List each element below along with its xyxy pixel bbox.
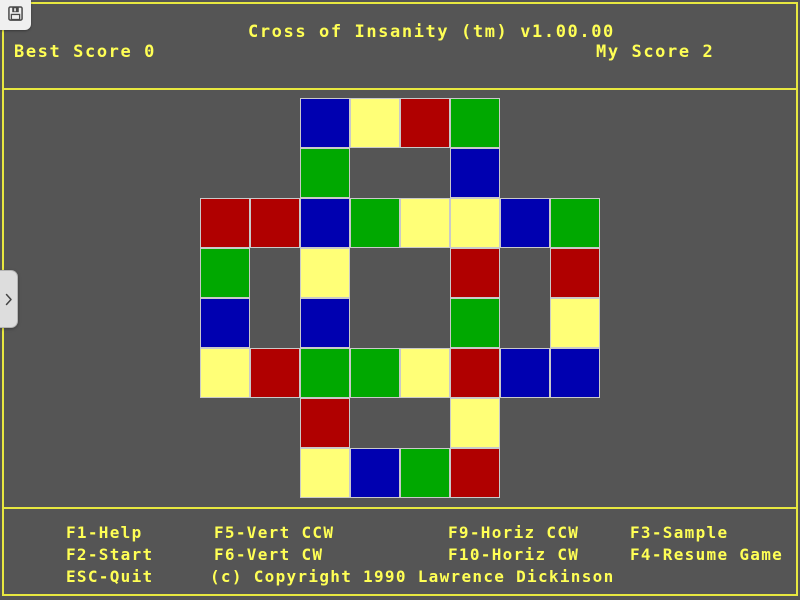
grid-tile[interactable] — [200, 348, 250, 398]
grid-tile[interactable] — [300, 448, 350, 498]
grid-tile[interactable] — [550, 298, 600, 348]
grid-empty-cell — [250, 298, 300, 348]
grid-empty-cell — [200, 98, 250, 148]
chevron-right-icon — [4, 293, 13, 306]
grid-tile[interactable] — [550, 248, 600, 298]
grid-tile[interactable] — [550, 348, 600, 398]
grid-empty-cell — [350, 248, 400, 298]
grid-tile[interactable] — [450, 298, 500, 348]
grid-empty-cell — [550, 98, 600, 148]
frame-border-bottom — [2, 594, 798, 596]
menu-item-f6-vert-cw[interactable]: F6-Vert CW — [214, 545, 324, 564]
grid-empty-cell — [250, 148, 300, 198]
grid-tile[interactable] — [550, 198, 600, 248]
grid-tile[interactable] — [350, 448, 400, 498]
save-button[interactable] — [0, 0, 31, 30]
menu-item-f1-help[interactable]: F1-Help — [66, 523, 143, 542]
grid-empty-cell — [550, 398, 600, 448]
copyright-text: (c) Copyright 1990 Lawrence Dickinson — [210, 567, 615, 586]
grid-tile[interactable] — [450, 148, 500, 198]
grid-empty-cell — [500, 98, 550, 148]
menu-item-f3-sample[interactable]: F3-Sample — [630, 523, 729, 542]
grid-tile[interactable] — [350, 348, 400, 398]
grid-empty-cell — [200, 148, 250, 198]
grid-empty-cell — [200, 448, 250, 498]
header-divider — [3, 88, 797, 90]
grid-tile[interactable] — [200, 298, 250, 348]
grid-tile[interactable] — [450, 448, 500, 498]
grid-empty-cell — [250, 98, 300, 148]
menu-item-esc-quit[interactable]: ESC-Quit — [66, 567, 154, 586]
grid-tile[interactable] — [450, 248, 500, 298]
menu-item-f9-horiz-ccw[interactable]: F9-Horiz CCW — [448, 523, 580, 542]
grid-tile[interactable] — [350, 98, 400, 148]
menu-item-f4-resume-game[interactable]: F4-Resume Game — [630, 545, 784, 564]
grid-empty-cell — [500, 298, 550, 348]
board-area — [4, 90, 796, 507]
grid-empty-cell — [500, 148, 550, 198]
grid-empty-cell — [550, 448, 600, 498]
sidebar-expand-tab[interactable] — [0, 270, 18, 328]
grid-empty-cell — [350, 148, 400, 198]
grid-empty-cell — [500, 248, 550, 298]
menu-item-f5-vert-ccw[interactable]: F5-Vert CCW — [214, 523, 335, 542]
grid-tile[interactable] — [400, 448, 450, 498]
frame-border-top — [0, 2, 798, 4]
grid-tile[interactable] — [400, 98, 450, 148]
grid-empty-cell — [500, 398, 550, 448]
grid-tile[interactable] — [250, 348, 300, 398]
grid-empty-cell — [500, 448, 550, 498]
grid-empty-cell — [550, 148, 600, 198]
grid-empty-cell — [350, 298, 400, 348]
grid-tile[interactable] — [200, 198, 250, 248]
grid-tile[interactable] — [450, 398, 500, 448]
grid-empty-cell — [250, 398, 300, 448]
grid-tile[interactable] — [300, 398, 350, 448]
grid-tile[interactable] — [400, 198, 450, 248]
grid-empty-cell — [200, 398, 250, 448]
best-score-label: Best Score 0 — [14, 42, 157, 62]
grid-empty-cell — [400, 298, 450, 348]
grid-tile[interactable] — [500, 348, 550, 398]
grid-tile[interactable] — [350, 198, 400, 248]
grid-tile[interactable] — [300, 98, 350, 148]
header-bar: Cross of Insanity (tm) v1.00.00 Best Sco… — [4, 4, 796, 88]
menu-item-f2-start[interactable]: F2-Start — [66, 545, 154, 564]
grid-empty-cell — [350, 398, 400, 448]
grid-tile[interactable] — [200, 248, 250, 298]
grid-tile[interactable] — [450, 348, 500, 398]
grid-tile[interactable] — [450, 198, 500, 248]
grid-tile[interactable] — [300, 248, 350, 298]
grid-empty-cell — [250, 248, 300, 298]
footer-menu: F1-Help F2-Start ESC-Quit F5-Vert CCW F6-Ver… — [4, 509, 796, 594]
save-floppy-icon — [8, 5, 23, 25]
grid-tile[interactable] — [250, 198, 300, 248]
grid-empty-cell — [400, 248, 450, 298]
grid-tile[interactable] — [500, 198, 550, 248]
frame-border-right — [796, 2, 798, 596]
grid-tile[interactable] — [300, 148, 350, 198]
menu-item-f10-horiz-cw[interactable]: F10-Horiz CW — [448, 545, 580, 564]
grid-tile[interactable] — [450, 98, 500, 148]
grid-empty-cell — [250, 448, 300, 498]
grid-tile[interactable] — [300, 348, 350, 398]
footer-divider — [3, 507, 797, 509]
grid-empty-cell — [400, 148, 450, 198]
grid-empty-cell — [400, 398, 450, 448]
grid-tile[interactable] — [300, 198, 350, 248]
page-title: Cross of Insanity (tm) v1.00.00 — [248, 22, 615, 42]
my-score-label: My Score 2 — [596, 42, 715, 62]
game-grid[interactable] — [200, 98, 600, 498]
grid-tile[interactable] — [400, 348, 450, 398]
grid-tile[interactable] — [300, 298, 350, 348]
